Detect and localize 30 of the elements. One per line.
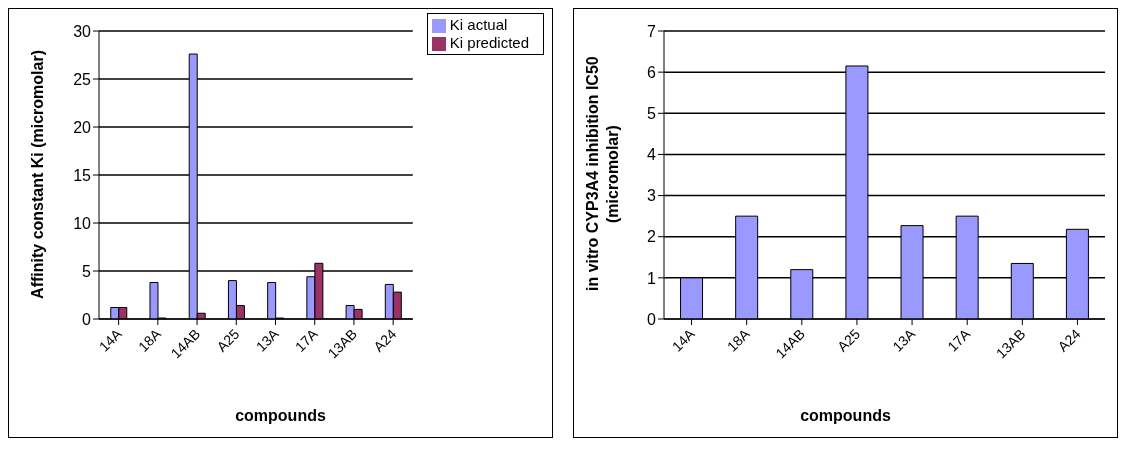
y-tick-label: 0 — [82, 310, 92, 328]
x-axis-title: compounds — [799, 407, 892, 425]
y-tick-label: 4 — [647, 146, 657, 164]
y-tick-label: 10 — [73, 214, 92, 232]
x-axis-title: compounds — [234, 407, 327, 425]
y-tick-label: 15 — [73, 166, 92, 184]
y-tick-label: 6 — [647, 63, 657, 81]
y-tick-label: 25 — [73, 70, 92, 88]
y-tick-label: 30 — [73, 22, 92, 40]
y-tick-label: 7 — [647, 22, 657, 40]
x-tick-label: 17A — [291, 325, 322, 355]
x-tick-label: 14A — [668, 325, 699, 355]
y-tick-label: 1 — [647, 269, 657, 287]
x-tick-label: 14A — [95, 325, 126, 355]
y-tick-label: 0 — [647, 310, 657, 328]
x-tick-label: 13A — [889, 325, 919, 355]
x-tick-label: A24 — [1054, 325, 1084, 355]
y-tick-label: 3 — [647, 187, 657, 205]
y-tick-label: 5 — [647, 104, 657, 122]
x-tick-label: 18A — [135, 325, 165, 355]
x-tick-label: 13A — [252, 325, 283, 355]
y-tick-label: 2 — [647, 228, 657, 246]
y-axis-title: Affinity constant Ki (micromolar) — [28, 49, 47, 299]
legend-label: Ki predicted — [449, 34, 529, 51]
x-tick-label: 18A — [723, 325, 754, 355]
y-tick-label: 5 — [82, 262, 92, 280]
legend-label: Ki actual — [449, 16, 508, 33]
x-tick-label: 17A — [944, 325, 974, 355]
y-axis-title: in vitro CYP3A4 inhibition IC50 (micromolar) — [583, 55, 622, 294]
y-tick-label: 20 — [73, 118, 92, 136]
